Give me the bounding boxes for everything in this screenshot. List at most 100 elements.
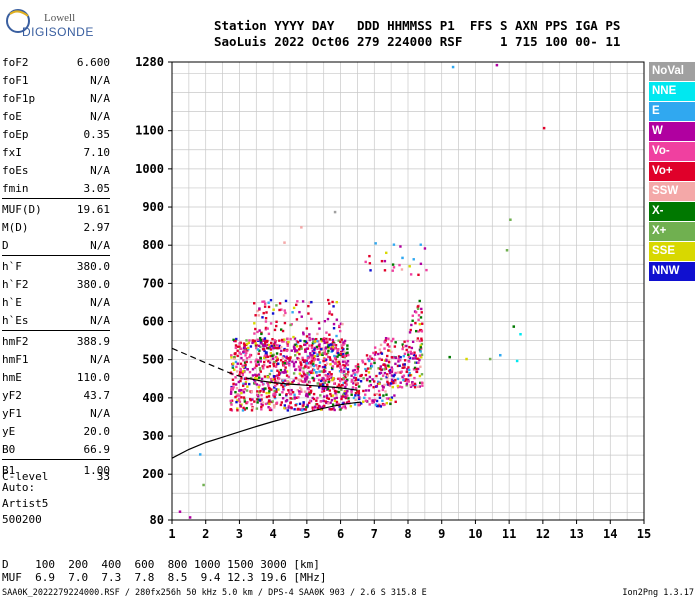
echo-point [262, 360, 266, 364]
echo-point [275, 352, 279, 355]
echo-point [341, 395, 345, 398]
echo-point [253, 400, 256, 403]
echo-point [402, 354, 406, 358]
echo-point [253, 332, 256, 335]
echo-point [261, 348, 265, 351]
echo-point [269, 354, 272, 358]
echo-point [344, 406, 347, 410]
echo-point [302, 333, 305, 336]
echo-point [285, 349, 289, 353]
echo-point [283, 362, 287, 365]
echo-point [415, 361, 419, 364]
echo-point [285, 374, 289, 377]
echo-point [313, 348, 316, 351]
echo-point [291, 311, 294, 314]
x-tick-label: 1 [168, 527, 175, 541]
echo-point [364, 393, 367, 396]
echo-point [405, 382, 409, 386]
echo-point [280, 338, 284, 342]
echo-point [273, 389, 277, 393]
y-tick-label: 1280 [135, 55, 164, 69]
param-row-fxi: fxI 7.10 [2, 145, 110, 160]
echo-point [298, 358, 301, 362]
echo-point [512, 325, 516, 328]
echo-point [413, 382, 417, 386]
echo-point [396, 371, 400, 374]
echo-point [255, 343, 258, 347]
echo-point [408, 265, 411, 268]
echo-point [264, 354, 267, 357]
echo-point [330, 373, 333, 376]
echo-point [382, 394, 385, 397]
echo-point [357, 397, 361, 401]
echo-point [405, 348, 408, 352]
echo-point [324, 400, 327, 403]
echo-point [250, 403, 253, 406]
echo-point [279, 359, 283, 362]
echo-point [310, 300, 313, 304]
echo-point [256, 330, 259, 334]
echo-point [363, 396, 366, 400]
echo-point [399, 245, 402, 248]
echo-point [307, 304, 310, 308]
echo-point [403, 344, 406, 348]
echo-point [245, 360, 248, 364]
echo-point [408, 374, 412, 377]
echo-point [300, 345, 303, 349]
echo-point [231, 364, 235, 368]
param-name: h`E [2, 296, 22, 309]
echo-point [236, 409, 239, 412]
echo-point [258, 376, 261, 379]
echo-point [417, 314, 421, 317]
echo-point [366, 377, 369, 381]
echo-point [318, 370, 321, 373]
echo-point [255, 346, 258, 350]
echo-point [309, 391, 313, 394]
echo-point [260, 394, 263, 397]
echo-point [236, 362, 239, 365]
echo-point [418, 374, 422, 378]
echo-point [368, 262, 372, 265]
echo-point [364, 260, 367, 264]
echo-point [317, 386, 321, 389]
echo-point [356, 370, 359, 374]
echo-point [264, 328, 268, 331]
echo-point [318, 327, 321, 330]
echo-point [414, 383, 417, 387]
param-value: 20.0 [83, 425, 111, 438]
echo-point [264, 344, 267, 348]
echo-point [301, 375, 304, 378]
auto-code: 500200 [2, 513, 42, 526]
echo-point [229, 392, 233, 395]
echo-point [267, 399, 271, 402]
echo-point [238, 394, 241, 397]
echo-point [284, 400, 288, 403]
echo-point [251, 368, 255, 371]
echo-point [239, 367, 242, 371]
echo-point [260, 332, 263, 336]
echo-point [261, 365, 264, 368]
y-tick-label: 900 [142, 200, 164, 214]
echo-point [290, 349, 293, 352]
echo-point [353, 403, 357, 406]
echo-point [239, 369, 242, 372]
echo-point [235, 400, 238, 404]
chart-grid [171, 62, 645, 520]
echo-point [338, 362, 341, 366]
echo-point [289, 397, 292, 400]
echo-point [414, 361, 417, 364]
echo-point [249, 398, 253, 402]
echo-point [234, 352, 237, 355]
echo-point [387, 364, 390, 367]
echo-point [307, 312, 310, 315]
echo-point [397, 357, 400, 361]
echo-point [341, 346, 344, 350]
echo-point [343, 378, 346, 381]
echo-point [412, 258, 415, 261]
echo-point [233, 356, 236, 359]
echo-point [402, 374, 406, 377]
echo-point [256, 395, 260, 398]
echo-point [323, 373, 327, 377]
param-row-d: D N/A [2, 238, 110, 253]
echo-point [243, 408, 247, 411]
